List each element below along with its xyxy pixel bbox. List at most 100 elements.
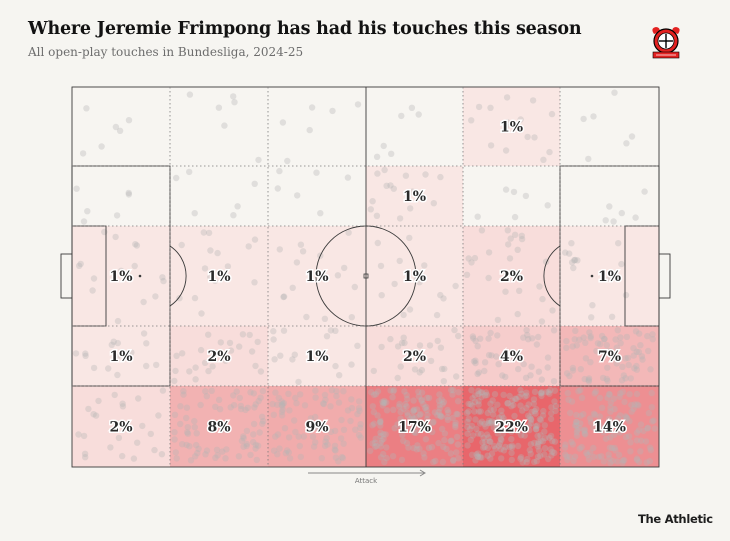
touch-dot <box>498 412 505 419</box>
touch-dot <box>286 455 294 462</box>
touch-dot <box>533 458 540 465</box>
touch-dot <box>481 420 488 428</box>
touch-dot <box>617 390 624 397</box>
touch-dot <box>618 209 625 217</box>
centre-spot <box>363 273 369 279</box>
touch-dot <box>171 411 179 418</box>
touch-dot <box>547 432 555 440</box>
touch-dot <box>606 390 613 398</box>
touch-dot <box>240 435 247 442</box>
touch-dot <box>413 406 421 413</box>
touch-dot <box>227 347 235 354</box>
touch-dot <box>114 339 122 347</box>
touch-dot <box>158 451 166 458</box>
touch-dot <box>517 455 524 462</box>
touch-dot <box>627 448 634 455</box>
touch-dot <box>581 430 588 437</box>
touch-dot <box>82 352 89 359</box>
touch-dot <box>604 394 611 402</box>
touch-dot <box>391 280 398 288</box>
touch-dot <box>541 445 549 452</box>
touch-dot <box>619 388 626 396</box>
touch-dot <box>113 212 121 219</box>
touch-dot <box>279 119 287 126</box>
touch-dot <box>481 443 488 451</box>
touch-dot <box>332 454 340 461</box>
touch-dot <box>430 200 437 207</box>
touch-dot <box>369 403 376 410</box>
touch-dot <box>621 398 628 406</box>
touch-dot <box>569 343 576 350</box>
touch-dot <box>351 283 358 291</box>
touch-dot <box>276 445 283 452</box>
touch-dot <box>114 317 122 325</box>
touch-dot <box>484 409 491 417</box>
touch-dot <box>475 408 483 415</box>
touch-dot <box>269 400 276 408</box>
touch-dot <box>179 350 186 357</box>
touch-dot <box>651 425 658 432</box>
touch-dot <box>367 447 374 455</box>
touch-dot <box>398 339 406 347</box>
touch-dot <box>380 142 387 150</box>
touch-dot <box>404 409 411 416</box>
touch-dot <box>180 391 187 398</box>
touch-dot <box>191 424 198 431</box>
touch-dot <box>408 413 416 420</box>
touch-dot <box>495 414 503 421</box>
touch-dot <box>587 334 594 342</box>
zone-label-r4-c0: 2% <box>109 420 132 436</box>
touch-dot <box>577 387 584 394</box>
touch-dot <box>431 409 439 416</box>
touch-dot <box>487 329 494 337</box>
touch-dot <box>415 388 422 395</box>
touch-dot <box>508 449 515 457</box>
touch-dot <box>483 431 491 438</box>
touch-dot <box>436 391 443 398</box>
touch-dot <box>379 402 387 409</box>
touch-dot <box>607 399 614 406</box>
touch-dot <box>465 255 472 262</box>
touch-dot <box>492 421 500 428</box>
touch-dot <box>411 406 418 413</box>
touch-dot <box>490 424 497 431</box>
touch-dot <box>587 449 594 456</box>
touch-dot <box>455 389 462 396</box>
touch-dot <box>369 198 376 205</box>
touch-dot <box>348 396 355 403</box>
touch-dot <box>380 450 387 458</box>
touch-dot <box>274 185 281 192</box>
touch-dot <box>525 412 532 419</box>
touch-dot <box>550 327 558 334</box>
touch-dot <box>519 407 526 414</box>
touch-dot <box>252 362 259 370</box>
touch-dot <box>534 422 541 429</box>
touch-dot <box>541 451 548 458</box>
touch-dot <box>230 392 237 399</box>
touch-dot <box>374 412 381 419</box>
touch-dot <box>487 438 494 446</box>
touch-dot <box>624 354 632 362</box>
left-penalty-spot <box>138 274 142 278</box>
touch-dot <box>192 364 199 371</box>
touch-dot <box>293 259 301 266</box>
touch-dot <box>626 418 633 425</box>
touch-dot <box>357 424 364 431</box>
touch-dot <box>270 336 277 343</box>
touch-dot <box>377 417 384 424</box>
touch-dot <box>420 422 427 430</box>
touch-dot <box>400 334 407 341</box>
touch-dot <box>369 440 376 447</box>
touch-dot <box>464 423 471 430</box>
touch-dot <box>184 429 191 436</box>
touch-dot <box>443 445 450 453</box>
right-penalty-arc <box>543 245 561 307</box>
touch-dot <box>630 352 637 359</box>
touch-dot <box>203 447 211 454</box>
touch-dot <box>207 273 214 281</box>
touch-dot <box>467 436 474 444</box>
touch-dot <box>503 94 511 101</box>
touch-dot <box>379 398 386 406</box>
heat-zone-r2-c2 <box>268 226 366 326</box>
touch-dot <box>336 372 343 379</box>
